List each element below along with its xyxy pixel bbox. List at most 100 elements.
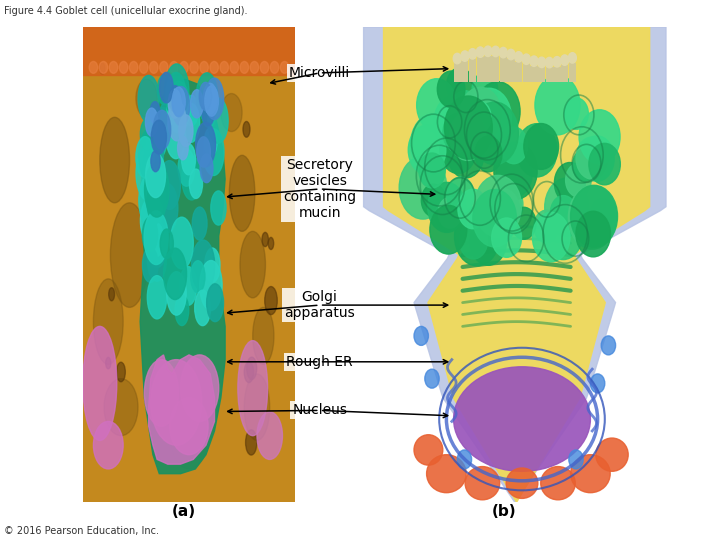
Ellipse shape <box>414 435 443 465</box>
Ellipse shape <box>253 307 274 365</box>
Circle shape <box>199 82 212 110</box>
Text: Secretory
vesicles
containing
mucin: Secretory vesicles containing mucin <box>283 158 356 220</box>
Circle shape <box>589 143 621 185</box>
Circle shape <box>163 248 186 300</box>
Ellipse shape <box>546 57 554 68</box>
Circle shape <box>419 153 445 188</box>
Bar <box>500 57 507 82</box>
Ellipse shape <box>200 62 208 73</box>
Circle shape <box>146 221 167 268</box>
Circle shape <box>166 72 186 117</box>
Circle shape <box>244 362 253 383</box>
Circle shape <box>139 128 163 183</box>
Ellipse shape <box>515 52 523 62</box>
Circle shape <box>544 208 582 260</box>
Circle shape <box>140 198 161 243</box>
Bar <box>492 56 499 82</box>
Circle shape <box>517 124 557 177</box>
Circle shape <box>138 76 159 123</box>
Ellipse shape <box>240 62 248 73</box>
Circle shape <box>160 229 174 259</box>
Ellipse shape <box>94 279 123 364</box>
Circle shape <box>160 72 174 103</box>
Circle shape <box>179 115 193 146</box>
Circle shape <box>143 218 158 252</box>
Circle shape <box>446 68 473 103</box>
Ellipse shape <box>541 467 575 500</box>
Circle shape <box>158 75 171 105</box>
Circle shape <box>414 326 428 346</box>
Circle shape <box>145 153 166 198</box>
Bar <box>515 62 522 82</box>
Circle shape <box>447 130 484 178</box>
Circle shape <box>204 86 218 116</box>
Circle shape <box>147 181 166 223</box>
Circle shape <box>200 260 222 310</box>
Circle shape <box>170 217 193 269</box>
Ellipse shape <box>238 341 268 436</box>
Circle shape <box>524 124 559 170</box>
Text: © 2016 Pearson Education, Inc.: © 2016 Pearson Education, Inc. <box>4 525 158 536</box>
Circle shape <box>156 183 178 233</box>
Ellipse shape <box>506 468 538 498</box>
Bar <box>531 66 538 82</box>
Circle shape <box>262 232 269 247</box>
Bar <box>523 64 530 82</box>
Circle shape <box>421 184 446 217</box>
Ellipse shape <box>220 62 228 73</box>
Bar <box>508 59 515 82</box>
Polygon shape <box>140 79 225 474</box>
Ellipse shape <box>426 455 467 492</box>
Ellipse shape <box>120 62 128 73</box>
Circle shape <box>247 357 257 380</box>
Ellipse shape <box>136 79 157 117</box>
Circle shape <box>172 87 185 117</box>
Circle shape <box>208 98 228 143</box>
Circle shape <box>182 156 202 200</box>
Circle shape <box>143 247 158 282</box>
Bar <box>469 59 476 82</box>
Circle shape <box>175 295 189 326</box>
Circle shape <box>178 136 188 160</box>
Circle shape <box>433 95 476 151</box>
Circle shape <box>151 120 166 154</box>
Ellipse shape <box>230 156 255 231</box>
Ellipse shape <box>99 62 108 73</box>
Circle shape <box>207 284 224 322</box>
Bar <box>538 67 545 82</box>
Ellipse shape <box>109 62 118 73</box>
Circle shape <box>148 239 166 281</box>
Ellipse shape <box>260 62 269 73</box>
Bar <box>485 56 492 82</box>
Circle shape <box>467 101 491 133</box>
Circle shape <box>451 91 479 127</box>
Circle shape <box>590 199 614 230</box>
Circle shape <box>564 98 588 130</box>
Ellipse shape <box>454 367 590 471</box>
Circle shape <box>265 287 277 315</box>
Circle shape <box>150 102 160 124</box>
Circle shape <box>184 96 198 126</box>
Bar <box>462 61 469 82</box>
Circle shape <box>100 63 105 75</box>
Circle shape <box>470 217 507 265</box>
Polygon shape <box>148 355 215 464</box>
Circle shape <box>196 122 215 167</box>
Circle shape <box>435 201 458 231</box>
Circle shape <box>417 79 456 132</box>
Circle shape <box>269 238 274 249</box>
Ellipse shape <box>140 62 148 73</box>
Circle shape <box>117 362 125 382</box>
Circle shape <box>140 119 154 150</box>
Ellipse shape <box>89 62 98 73</box>
Circle shape <box>148 222 163 256</box>
Circle shape <box>572 149 597 181</box>
Circle shape <box>246 430 257 455</box>
Polygon shape <box>83 27 295 75</box>
Circle shape <box>554 163 585 203</box>
Circle shape <box>182 103 199 143</box>
Ellipse shape <box>492 46 500 57</box>
Circle shape <box>447 177 474 213</box>
Ellipse shape <box>477 47 484 57</box>
Circle shape <box>154 107 172 147</box>
